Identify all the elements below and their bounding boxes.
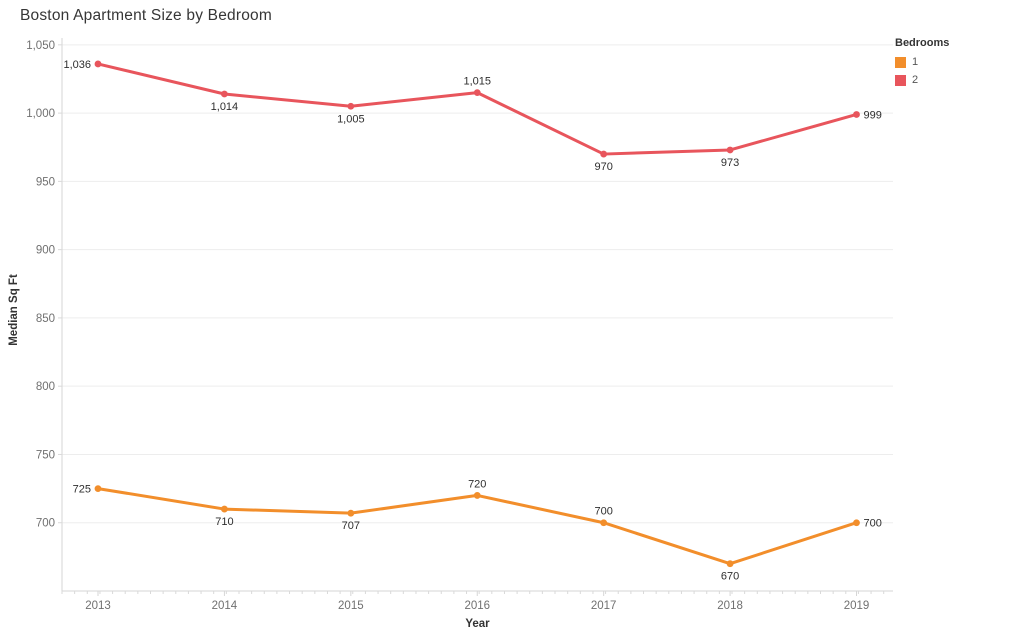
data-point-1br-2014[interactable]	[221, 505, 228, 513]
data-point-label: 999	[864, 109, 882, 121]
data-point-2br-2013[interactable]	[94, 60, 102, 68]
data-point-label: 970	[594, 161, 612, 173]
y-axis-title: Median Sq Ft	[8, 274, 20, 346]
data-point-label: 700	[594, 506, 612, 518]
x-tick-label: 2014	[212, 600, 238, 612]
legend-item-2-bedroom[interactable]: 2	[895, 74, 1015, 86]
x-tick-label: 2013	[85, 600, 111, 612]
data-point-2br-2014[interactable]	[221, 90, 228, 98]
x-tick-label: 2017	[591, 600, 617, 612]
x-tick-label: 2018	[717, 600, 743, 612]
data-point-label: 670	[721, 571, 739, 583]
y-tick-label: 700	[36, 518, 55, 530]
y-tick-label: 850	[36, 313, 55, 325]
y-tick-label: 900	[36, 245, 55, 257]
legend-swatch-icon	[895, 74, 906, 86]
data-point-label: 1,036	[63, 59, 91, 71]
legend-item-label: 1	[912, 56, 919, 68]
data-point-1br-2019[interactable]	[853, 519, 860, 527]
y-tick-label: 800	[36, 381, 55, 393]
data-point-1br-2018[interactable]	[726, 560, 734, 568]
chart-title: Boston Apartment Size by Bedroom	[20, 7, 272, 24]
data-point-label: 1,015	[463, 76, 491, 88]
data-point-1br-2017[interactable]	[600, 519, 608, 527]
y-tick-label: 1,000	[26, 108, 55, 120]
series-line-1-bedroom[interactable]	[96, 487, 859, 566]
data-point-label: 707	[342, 520, 360, 532]
x-axis-title: Year	[465, 618, 490, 630]
x-tick-label: 2016	[464, 600, 490, 612]
x-tick-label: 2015	[338, 600, 364, 612]
data-point-2br-2016[interactable]	[473, 89, 481, 97]
data-point-label: 1,014	[211, 101, 239, 113]
data-point-label: 725	[73, 484, 91, 496]
legend-swatch-icon	[895, 56, 906, 68]
data-point-label: 700	[864, 518, 882, 530]
legend-item-1-bedroom[interactable]: 1	[895, 56, 1015, 68]
x-tick-label: 2019	[844, 600, 870, 612]
y-tick-label: 1,050	[26, 40, 55, 52]
data-point-label: 710	[215, 516, 233, 528]
legend-item-label: 2	[912, 74, 919, 86]
data-point-label: 1,005	[337, 113, 365, 125]
data-point-2br-2019[interactable]	[853, 111, 860, 118]
data-point-2br-2018[interactable]	[726, 146, 734, 154]
data-point-1br-2015[interactable]	[347, 509, 355, 517]
legend-title: Bedrooms	[895, 37, 950, 49]
data-point-1br-2016[interactable]	[473, 492, 481, 499]
data-point-1br-2013[interactable]	[94, 485, 102, 492]
y-tick-label: 950	[36, 176, 55, 188]
y-tick-label: 750	[36, 449, 55, 461]
data-point-2br-2015[interactable]	[347, 102, 355, 110]
data-point-2br-2017[interactable]	[600, 150, 608, 158]
data-point-label: 973	[721, 157, 739, 169]
data-point-label: 720	[468, 478, 486, 490]
